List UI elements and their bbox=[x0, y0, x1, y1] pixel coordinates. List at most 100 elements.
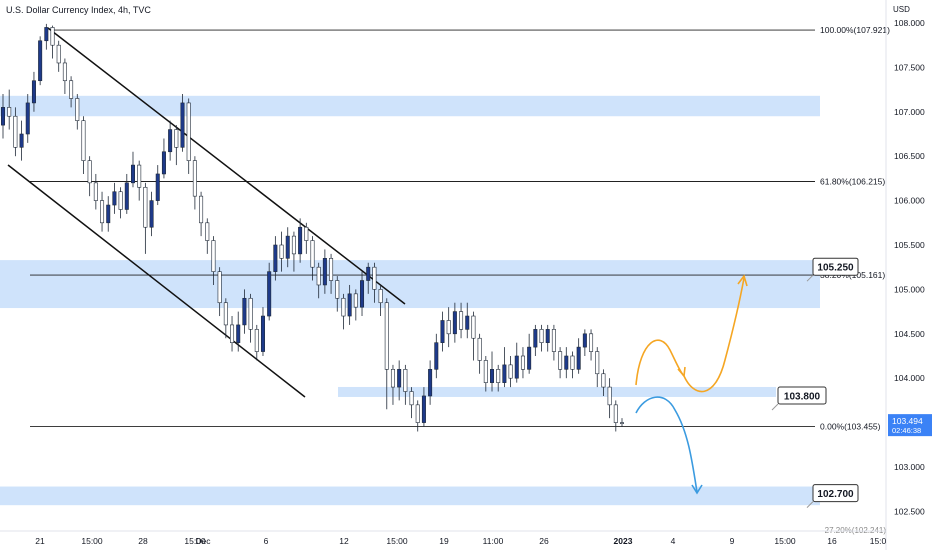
candle[interactable] bbox=[558, 351, 563, 370]
candle[interactable] bbox=[69, 80, 74, 99]
candle[interactable] bbox=[576, 346, 581, 370]
candle[interactable] bbox=[465, 315, 470, 330]
candle[interactable] bbox=[564, 355, 569, 370]
candle[interactable] bbox=[38, 40, 43, 82]
candle[interactable] bbox=[19, 133, 24, 148]
candle[interactable] bbox=[471, 315, 476, 339]
candle[interactable] bbox=[168, 129, 173, 153]
candle[interactable] bbox=[551, 329, 556, 352]
candle[interactable] bbox=[273, 244, 278, 272]
candle[interactable] bbox=[378, 289, 383, 304]
level-label-103-800[interactable]: 103.800 bbox=[771, 386, 827, 411]
candle[interactable] bbox=[434, 342, 439, 370]
candle[interactable] bbox=[118, 191, 123, 210]
candle[interactable] bbox=[384, 302, 389, 370]
candle[interactable] bbox=[607, 386, 612, 406]
candle[interactable] bbox=[390, 369, 395, 388]
zone-107-band[interactable] bbox=[0, 95, 820, 117]
candle[interactable] bbox=[260, 315, 265, 352]
candle[interactable] bbox=[112, 191, 117, 206]
candle[interactable] bbox=[514, 355, 519, 379]
candle[interactable] bbox=[446, 320, 451, 335]
candle[interactable] bbox=[360, 280, 365, 308]
candle[interactable] bbox=[353, 293, 358, 308]
candle[interactable] bbox=[415, 404, 420, 423]
candle[interactable] bbox=[452, 311, 457, 335]
candle[interactable] bbox=[56, 44, 61, 64]
candle[interactable] bbox=[124, 182, 129, 210]
candle[interactable] bbox=[75, 98, 80, 121]
candle[interactable] bbox=[7, 107, 12, 117]
candle[interactable] bbox=[50, 27, 55, 46]
candle[interactable] bbox=[248, 297, 253, 330]
candle[interactable] bbox=[155, 173, 160, 201]
candle[interactable] bbox=[186, 102, 191, 161]
candle[interactable] bbox=[13, 115, 18, 148]
candle[interactable] bbox=[527, 346, 532, 370]
candle[interactable] bbox=[87, 160, 92, 184]
candle[interactable] bbox=[205, 222, 210, 241]
candle[interactable] bbox=[428, 369, 433, 397]
candle[interactable] bbox=[440, 320, 445, 343]
candle[interactable] bbox=[403, 369, 408, 392]
candle[interactable] bbox=[0, 107, 6, 126]
candle[interactable] bbox=[291, 235, 296, 255]
channel-lower-line[interactable] bbox=[7, 164, 306, 398]
candle[interactable] bbox=[310, 240, 315, 268]
candle[interactable] bbox=[589, 333, 594, 352]
candle[interactable] bbox=[533, 329, 538, 348]
candle[interactable] bbox=[31, 80, 36, 104]
candle[interactable] bbox=[335, 280, 340, 299]
candle[interactable] bbox=[304, 226, 309, 241]
candle[interactable] bbox=[366, 266, 371, 281]
candle[interactable] bbox=[545, 329, 550, 343]
candle[interactable] bbox=[174, 129, 179, 148]
candle[interactable] bbox=[539, 329, 544, 343]
candle[interactable] bbox=[298, 226, 303, 255]
candle[interactable] bbox=[316, 266, 321, 286]
candle[interactable] bbox=[161, 151, 166, 175]
candle[interactable] bbox=[483, 360, 488, 383]
candle[interactable] bbox=[62, 62, 67, 82]
candle[interactable] bbox=[217, 271, 222, 304]
zone-105-band[interactable] bbox=[0, 260, 820, 309]
candle[interactable] bbox=[106, 204, 111, 224]
candle[interactable] bbox=[409, 391, 414, 406]
candle[interactable] bbox=[582, 333, 587, 348]
candle[interactable] bbox=[502, 364, 507, 383]
candle[interactable] bbox=[199, 195, 204, 224]
candle[interactable] bbox=[322, 258, 327, 286]
candle[interactable] bbox=[223, 302, 228, 326]
candle[interactable] bbox=[100, 200, 105, 224]
candle[interactable] bbox=[242, 297, 247, 326]
channel-upper-line[interactable] bbox=[47, 27, 406, 305]
candle[interactable] bbox=[496, 369, 501, 383]
candle[interactable] bbox=[595, 351, 600, 375]
candle[interactable] bbox=[490, 369, 495, 383]
candle[interactable] bbox=[149, 200, 154, 228]
candle[interactable] bbox=[459, 311, 464, 330]
candle[interactable] bbox=[211, 240, 216, 272]
level-label-105-250[interactable]: 105.250 bbox=[806, 257, 859, 282]
candle[interactable] bbox=[601, 373, 606, 388]
zone-103-8-band[interactable] bbox=[338, 386, 776, 397]
candle[interactable] bbox=[254, 329, 259, 352]
level-label-102-700[interactable]: 102.700 bbox=[806, 484, 859, 508]
candle[interactable] bbox=[570, 355, 575, 370]
candle[interactable] bbox=[130, 164, 135, 184]
candle[interactable] bbox=[230, 324, 235, 343]
candle[interactable] bbox=[25, 102, 30, 135]
candle[interactable] bbox=[421, 395, 426, 423]
candle[interactable] bbox=[613, 404, 618, 423]
candle[interactable] bbox=[137, 164, 142, 188]
candle[interactable] bbox=[619, 422, 625, 424]
candle[interactable] bbox=[341, 297, 346, 317]
candle[interactable] bbox=[285, 235, 290, 259]
candle[interactable] bbox=[93, 182, 98, 201]
candle[interactable] bbox=[372, 266, 377, 290]
zone-102-7-band[interactable] bbox=[0, 486, 820, 506]
candle[interactable] bbox=[143, 186, 148, 228]
candle[interactable] bbox=[279, 244, 284, 259]
